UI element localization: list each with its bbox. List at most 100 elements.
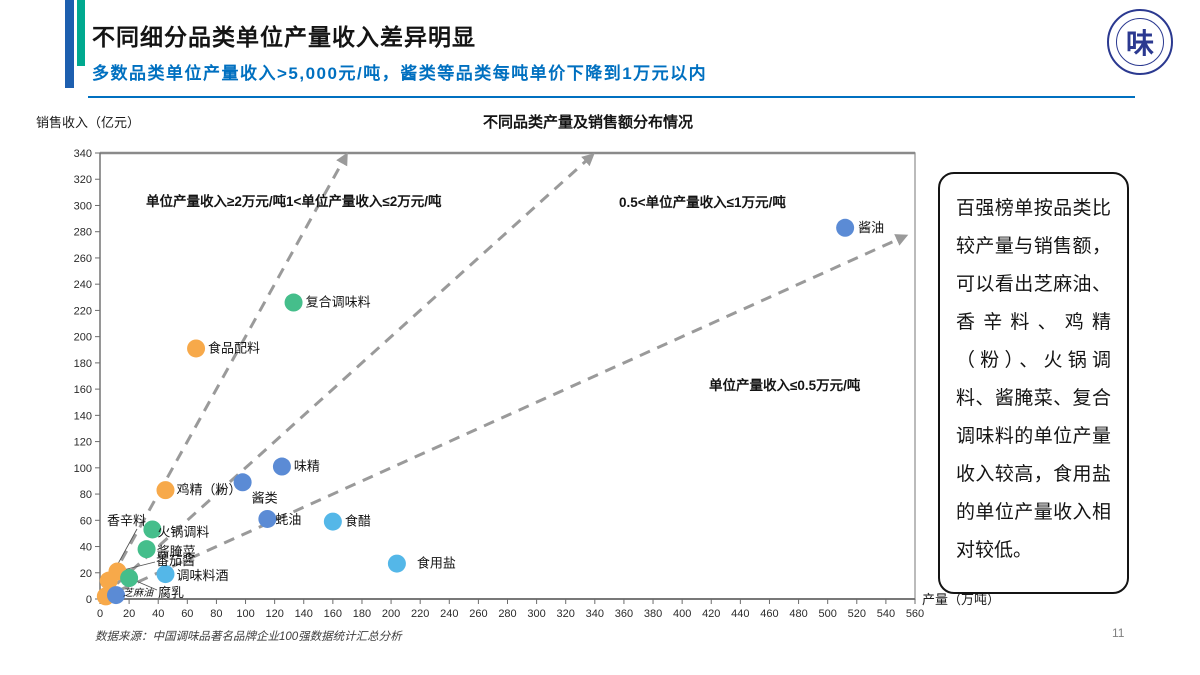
svg-text:360: 360	[615, 608, 633, 620]
svg-text:460: 460	[760, 608, 778, 620]
data-point-label-食醋: 食醋	[345, 514, 371, 529]
data-point-香辛料	[99, 571, 118, 590]
data-point-label-复合调味料: 复合调味料	[306, 295, 371, 310]
svg-text:100: 100	[236, 608, 254, 620]
y-axis-title: 销售收入（亿元）	[36, 115, 141, 130]
data-point-label-酱腌菜: 酱腌菜	[157, 544, 196, 559]
data-point-label-火锅调料: 火锅调料	[157, 524, 209, 539]
data-point-酱油	[836, 218, 855, 237]
svg-text:400: 400	[673, 608, 691, 620]
guide-line-slope-1	[101, 153, 595, 598]
svg-text:340: 340	[74, 148, 92, 160]
chart-title: 不同品类产量及销售额分布情况	[482, 114, 693, 131]
svg-text:440: 440	[731, 608, 749, 620]
guide-line-slope-2	[101, 152, 348, 595]
data-point-食醋	[323, 512, 342, 531]
guide-line-slope-0.5	[102, 234, 909, 600]
region-label-2: 0.5<单位产量收入≤1万元/吨	[619, 195, 786, 210]
data-point-味精	[272, 457, 291, 476]
svg-text:60: 60	[181, 608, 193, 620]
svg-text:540: 540	[877, 608, 895, 620]
svg-text:160: 160	[74, 384, 92, 396]
svg-text:140: 140	[74, 410, 92, 422]
data-point-label-芝麻油: 芝麻油	[123, 587, 154, 599]
svg-text:0: 0	[86, 594, 92, 606]
data-point-label-调味料酒: 调味料酒	[176, 568, 228, 583]
svg-text:240: 240	[74, 279, 92, 291]
data-point-label-食用盐: 食用盐	[417, 556, 456, 571]
svg-text:120: 120	[74, 437, 92, 449]
svg-text:20: 20	[80, 568, 92, 580]
brand-seal-logo: 味	[1107, 9, 1173, 75]
accent-bar-teal	[77, 0, 85, 66]
page-number: 11	[1112, 626, 1125, 640]
data-points	[96, 218, 855, 606]
svg-text:80: 80	[210, 608, 222, 620]
guide-lines	[101, 152, 909, 600]
svg-text:300: 300	[74, 200, 92, 212]
data-point-食品配料	[187, 339, 206, 358]
annotation-box: 百强榜单按品类比较产量与销售额，可以看出芝麻油、香辛料、鸡精（粉）、火锅调料、酱…	[938, 172, 1129, 594]
svg-text:280: 280	[74, 227, 92, 239]
svg-text:0: 0	[97, 608, 103, 620]
svg-text:280: 280	[498, 608, 516, 620]
region-label-0: 单位产量收入≥2万元/吨	[146, 194, 287, 209]
accent-bar-blue	[65, 0, 74, 88]
svg-text:300: 300	[527, 608, 545, 620]
svg-text:520: 520	[848, 608, 866, 620]
svg-text:180: 180	[353, 608, 371, 620]
x-axis-title: 产量（万吨）	[922, 592, 1001, 607]
page-title: 不同细分品类单位产量收入差异明显	[92, 24, 476, 50]
data-point-复合调味料	[284, 293, 303, 312]
svg-text:320: 320	[74, 174, 92, 186]
svg-text:260: 260	[469, 608, 487, 620]
page-subtitle: 多数品类单位产量收入>5,000元/吨，酱类等品类每吨单价下降到1万元以内	[92, 64, 708, 83]
svg-text:220: 220	[411, 608, 429, 620]
data-point-火锅调料	[143, 520, 162, 539]
data-point-调味料酒	[156, 565, 175, 584]
region-label-3: 单位产量收入≤0.5万元/吨	[709, 378, 861, 393]
data-point-食用盐	[387, 554, 406, 573]
svg-text:480: 480	[789, 608, 807, 620]
data-point-label-番茄酱: 番茄酱	[156, 553, 195, 568]
svg-text:220: 220	[74, 305, 92, 317]
data-point-label-香辛料: 香辛料	[107, 513, 146, 528]
svg-text:200: 200	[74, 332, 92, 344]
svg-text:80: 80	[80, 489, 92, 501]
svg-text:100: 100	[74, 463, 92, 475]
data-point-鸡精（粉）	[156, 481, 175, 500]
data-point-蚝油	[258, 509, 277, 528]
svg-text:60: 60	[80, 515, 92, 527]
svg-text:40: 40	[80, 542, 92, 554]
data-point-unlabeled	[107, 586, 126, 605]
svg-text:40: 40	[152, 608, 164, 620]
data-point-腐乳	[120, 569, 139, 588]
data-point-label-鸡精（粉）: 鸡精（粉）	[176, 482, 241, 497]
data-point-label-腐乳: 腐乳	[158, 585, 184, 600]
svg-text:240: 240	[440, 608, 458, 620]
svg-text:380: 380	[644, 608, 662, 620]
data-point-label-蚝油: 蚝油	[275, 512, 301, 527]
brand-seal-character: 味	[1116, 18, 1164, 66]
svg-text:120: 120	[265, 608, 283, 620]
data-point-酱类	[233, 473, 252, 492]
svg-text:160: 160	[324, 608, 342, 620]
svg-text:200: 200	[382, 608, 400, 620]
data-point-label-味精: 味精	[294, 459, 320, 474]
region-label-1: 1<单位产量收入≤2万元/吨	[286, 194, 442, 209]
svg-text:560: 560	[906, 608, 924, 620]
svg-text:140: 140	[295, 608, 313, 620]
svg-text:320: 320	[557, 608, 575, 620]
axis-ticks-and-labels: 0 20 40 60 80 100 120 140 160 180 200 220 240 260 280 3…	[74, 148, 925, 620]
svg-text:420: 420	[702, 608, 720, 620]
svg-text:180: 180	[74, 358, 92, 370]
data-point-酱腌菜	[137, 540, 156, 559]
data-point-label-食品配料: 食品配料	[208, 340, 260, 355]
svg-text:500: 500	[818, 608, 836, 620]
svg-text:260: 260	[74, 253, 92, 265]
data-point-label-酱油: 酱油	[858, 220, 884, 235]
svg-text:340: 340	[586, 608, 604, 620]
